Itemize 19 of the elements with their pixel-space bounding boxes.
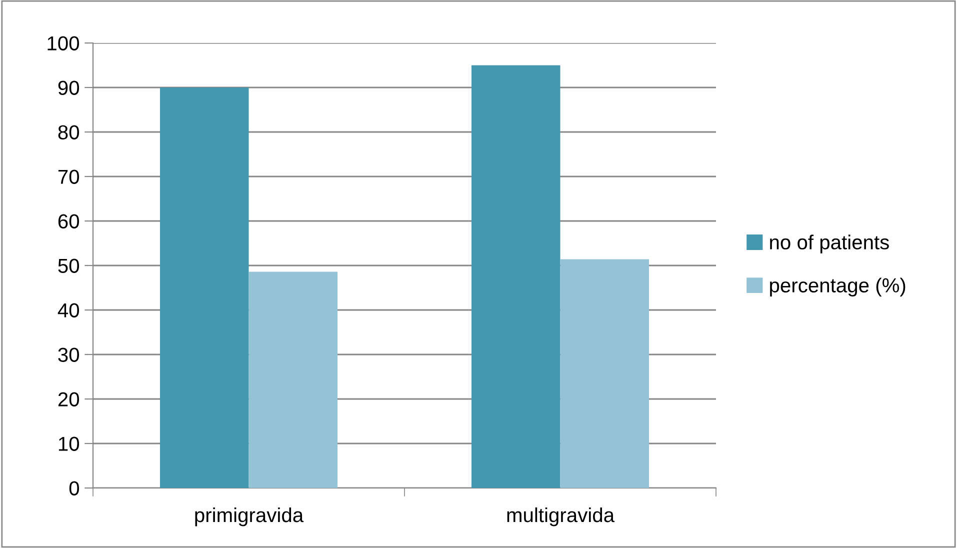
y-tick-label: 60 <box>58 214 80 228</box>
bar <box>471 65 560 488</box>
y-tick-label: 90 <box>58 80 80 95</box>
bar <box>160 88 249 488</box>
y-tick-label: 20 <box>58 392 80 406</box>
y-tick-label: 30 <box>58 348 80 362</box>
legend-label: no of patients <box>770 234 889 254</box>
bar <box>248 272 338 488</box>
bar <box>560 259 650 488</box>
y-tick-label: 50 <box>58 258 80 273</box>
y-tick-label: 0 <box>69 481 80 496</box>
legend-label: percentage (%) <box>770 278 906 296</box>
y-tick-label: 70 <box>58 170 80 184</box>
y-tick-label: 100 <box>48 36 80 50</box>
x-tick-label: primigravida <box>195 507 304 526</box>
y-tick-label: 10 <box>58 436 80 451</box>
y-tick-label: 40 <box>58 303 80 318</box>
x-tick-label: multigravida <box>507 507 615 526</box>
y-tick-label: 80 <box>58 125 80 140</box>
